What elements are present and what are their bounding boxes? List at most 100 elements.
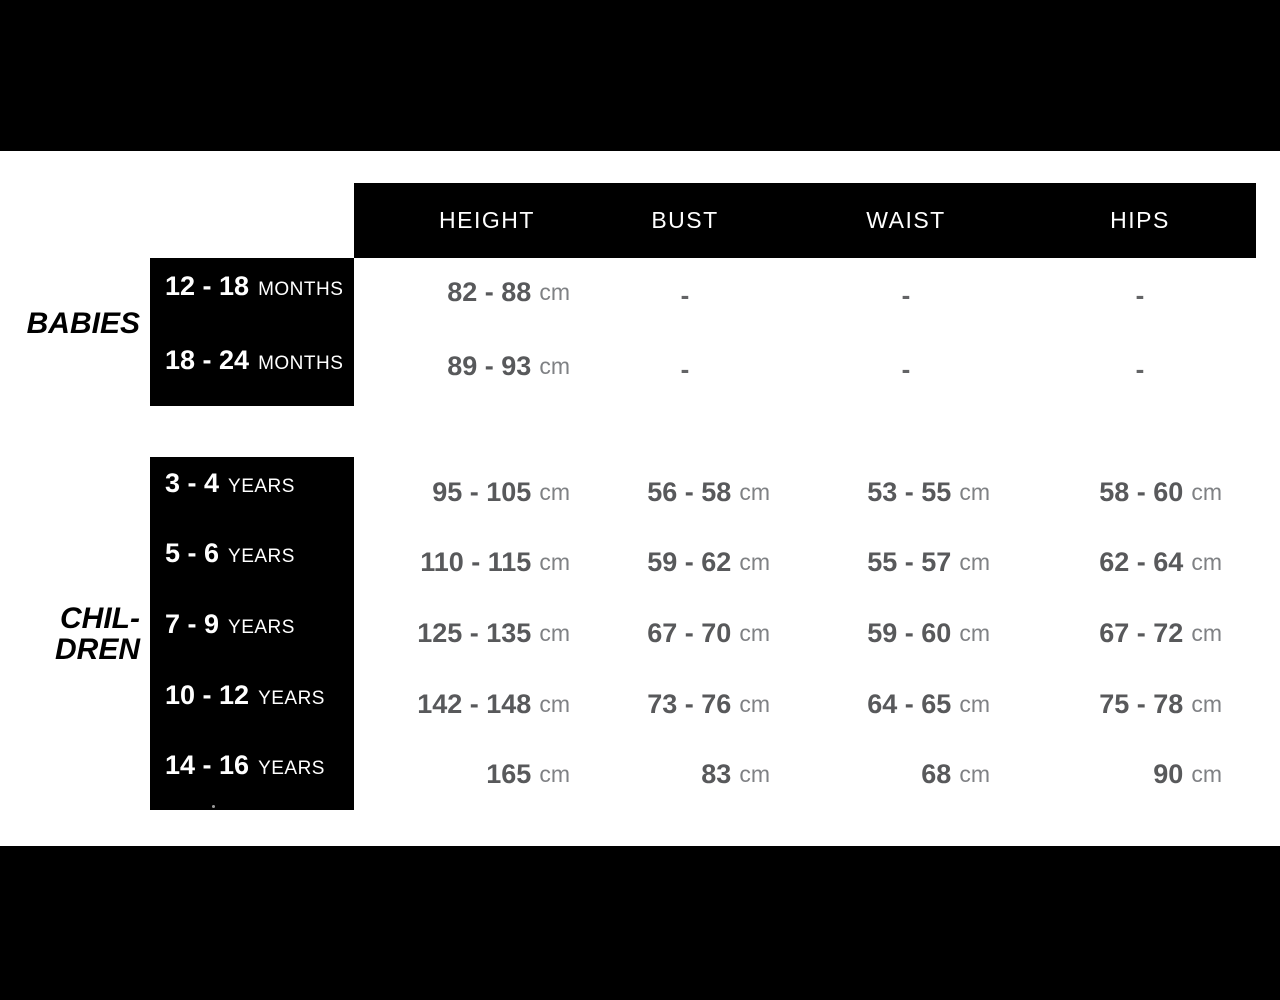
size-unit: MONTHS	[258, 278, 344, 300]
babies-values-grid: 82 - 88 cm - - - 89 - 93 cm - - -	[354, 258, 1256, 406]
size-unit: YEARS	[228, 616, 295, 638]
value-unit: cm	[959, 549, 990, 576]
value-cell: 56 - 58 cm	[600, 457, 800, 528]
value-unit: cm	[739, 478, 770, 505]
size-label-row: 10 - 12 YEARS	[150, 669, 354, 740]
section-title-line: BABIES	[26, 306, 140, 340]
column-header-hips: HIPS	[1110, 207, 1170, 233]
empty-value-cell: -	[796, 258, 1016, 332]
value-cell: 125 - 135 cm	[354, 598, 600, 669]
value-unit: cm	[1191, 761, 1222, 788]
value-cell: 75 - 78 cm	[1020, 669, 1256, 740]
value-unit: cm	[739, 690, 770, 717]
size-label-row: 3 - 4 YEARS	[150, 457, 354, 528]
column-header-waist: WAIST	[866, 207, 946, 233]
dash: -	[1135, 279, 1145, 310]
value-unit: cm	[1191, 549, 1222, 576]
value-cell: 110 - 115 cm	[354, 528, 600, 599]
value-unit: cm	[539, 690, 570, 717]
empty-value-cell: -	[1022, 258, 1258, 332]
value-unit: cm	[539, 619, 570, 646]
value-number: 58 - 60	[1099, 476, 1184, 507]
column-header-height: HEIGHT	[439, 207, 535, 233]
size-unit: YEARS	[228, 546, 295, 568]
size-range: 18 - 24	[165, 344, 250, 375]
value-unit: cm	[739, 619, 770, 646]
section-title-babies: BABIES	[0, 249, 140, 397]
value-unit: cm	[539, 761, 570, 788]
value-number: 83	[701, 759, 732, 790]
size-range: 5 - 6	[165, 538, 220, 569]
value-cell: 59 - 62 cm	[600, 528, 800, 599]
empty-value-cell: -	[796, 332, 1016, 406]
value-cell: 142 - 148 cm	[354, 669, 600, 740]
section-title-children: CHIL- DREN	[0, 457, 140, 810]
section-title-line: DREN	[54, 632, 140, 666]
value-cell: 68 cm	[800, 739, 1020, 810]
dash: -	[680, 353, 690, 384]
babies-size-label-box: 12 - 18 MONTHS 18 - 24 MONTHS	[150, 258, 354, 406]
value-number: 59 - 62	[647, 547, 732, 578]
value-unit: cm	[539, 352, 570, 379]
dash: -	[1135, 353, 1145, 384]
size-label-row: 12 - 18 MONTHS	[150, 258, 354, 332]
size-range: 3 - 4	[165, 467, 220, 498]
value-number: 142 - 148	[417, 688, 532, 719]
value-number: 53 - 55	[867, 476, 952, 507]
value-number: 90	[1153, 759, 1184, 790]
value-cell: 73 - 76 cm	[600, 669, 800, 740]
size-unit: YEARS	[258, 687, 325, 709]
value-cell: 82 - 88 cm	[354, 255, 600, 329]
size-unit: MONTHS	[258, 352, 344, 374]
value-cell: 89 - 93 cm	[354, 329, 600, 403]
children-size-label-box: 3 - 4 YEARS 5 - 6 YEARS 7 - 9 YEARS 10 - 12…	[150, 457, 354, 810]
size-unit: YEARS	[258, 758, 325, 780]
size-label-row: 18 - 24 MONTHS	[150, 332, 354, 406]
value-unit: cm	[1191, 478, 1222, 505]
value-unit: cm	[959, 619, 990, 646]
column-header-bust: BUST	[651, 207, 719, 233]
empty-value-cell: -	[585, 258, 785, 332]
value-unit: cm	[959, 478, 990, 505]
value-cell: 67 - 70 cm	[600, 598, 800, 669]
value-number: 56 - 58	[647, 476, 732, 507]
value-unit: cm	[959, 690, 990, 717]
value-cell: 165 cm	[354, 739, 600, 810]
column-header-bar: HEIGHT BUST WAIST HIPS	[354, 183, 1256, 258]
section-title-line: CHIL-	[60, 601, 140, 635]
value-unit: cm	[539, 478, 570, 505]
empty-value-cell: -	[585, 332, 785, 406]
value-cell: 62 - 64 cm	[1020, 528, 1256, 599]
value-number: 62 - 64	[1099, 547, 1184, 578]
value-cell: 55 - 57 cm	[800, 528, 1020, 599]
value-number: 64 - 65	[867, 688, 952, 719]
dash: -	[901, 279, 911, 310]
value-unit: cm	[539, 278, 570, 305]
size-range: 10 - 12	[165, 679, 250, 710]
value-number: 125 - 135	[417, 617, 532, 648]
value-cell: 59 - 60 cm	[800, 598, 1020, 669]
value-cell: 58 - 60 cm	[1020, 457, 1256, 528]
value-number: 67 - 72	[1099, 617, 1184, 648]
size-label-row: 7 - 9 YEARS	[150, 598, 354, 669]
value-cell: 95 - 105 cm	[354, 457, 600, 528]
size-range: 14 - 16	[165, 750, 250, 781]
value-unit: cm	[539, 549, 570, 576]
value-number: 73 - 76	[647, 688, 732, 719]
bottom-black-bar	[0, 846, 1280, 1000]
size-range: 12 - 18	[165, 270, 250, 301]
children-values-grid: 95 - 105 cm 56 - 58 cm 53 - 55 cm 58 - 60 cm…	[354, 457, 1256, 810]
value-number: 110 - 115	[420, 547, 532, 578]
top-black-bar	[0, 0, 1280, 151]
value-number: 55 - 57	[867, 547, 952, 578]
value-number: 82 - 88	[447, 276, 532, 307]
size-label-row: 14 - 16 YEARS	[150, 739, 354, 810]
value-number: 68	[921, 759, 952, 790]
value-unit: cm	[739, 549, 770, 576]
value-number: 89 - 93	[447, 350, 532, 381]
value-unit: cm	[959, 761, 990, 788]
dash: -	[901, 353, 911, 384]
value-number: 75 - 78	[1099, 688, 1184, 719]
value-cell: 83 cm	[600, 739, 800, 810]
